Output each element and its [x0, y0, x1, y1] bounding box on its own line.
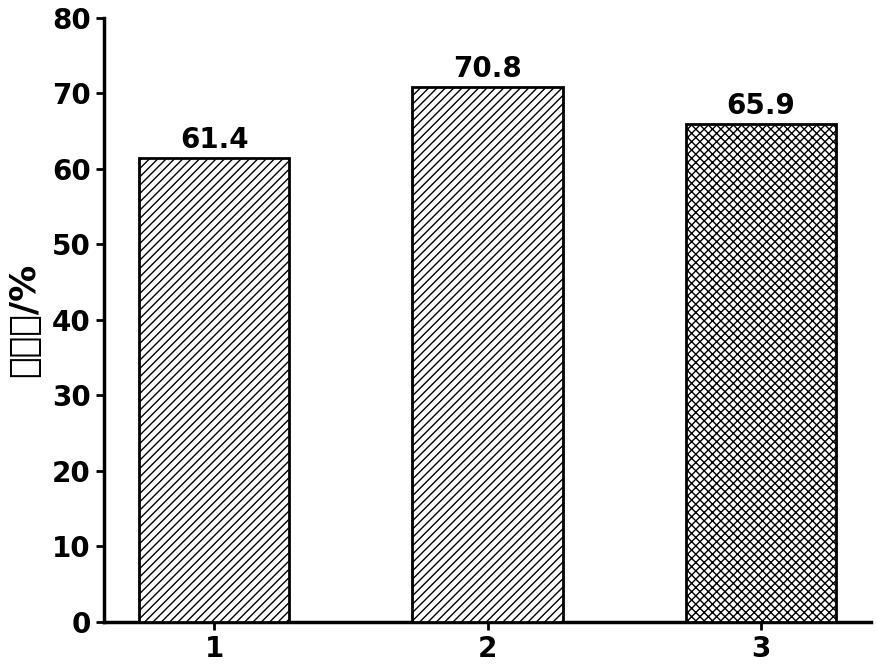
Text: 70.8: 70.8 — [453, 55, 521, 83]
Text: 65.9: 65.9 — [726, 92, 795, 120]
Text: 61.4: 61.4 — [180, 126, 248, 154]
Bar — [412, 87, 562, 622]
Bar — [685, 125, 835, 622]
Y-axis label: 脱硫率/%: 脱硫率/% — [7, 263, 41, 377]
Bar — [139, 158, 289, 622]
